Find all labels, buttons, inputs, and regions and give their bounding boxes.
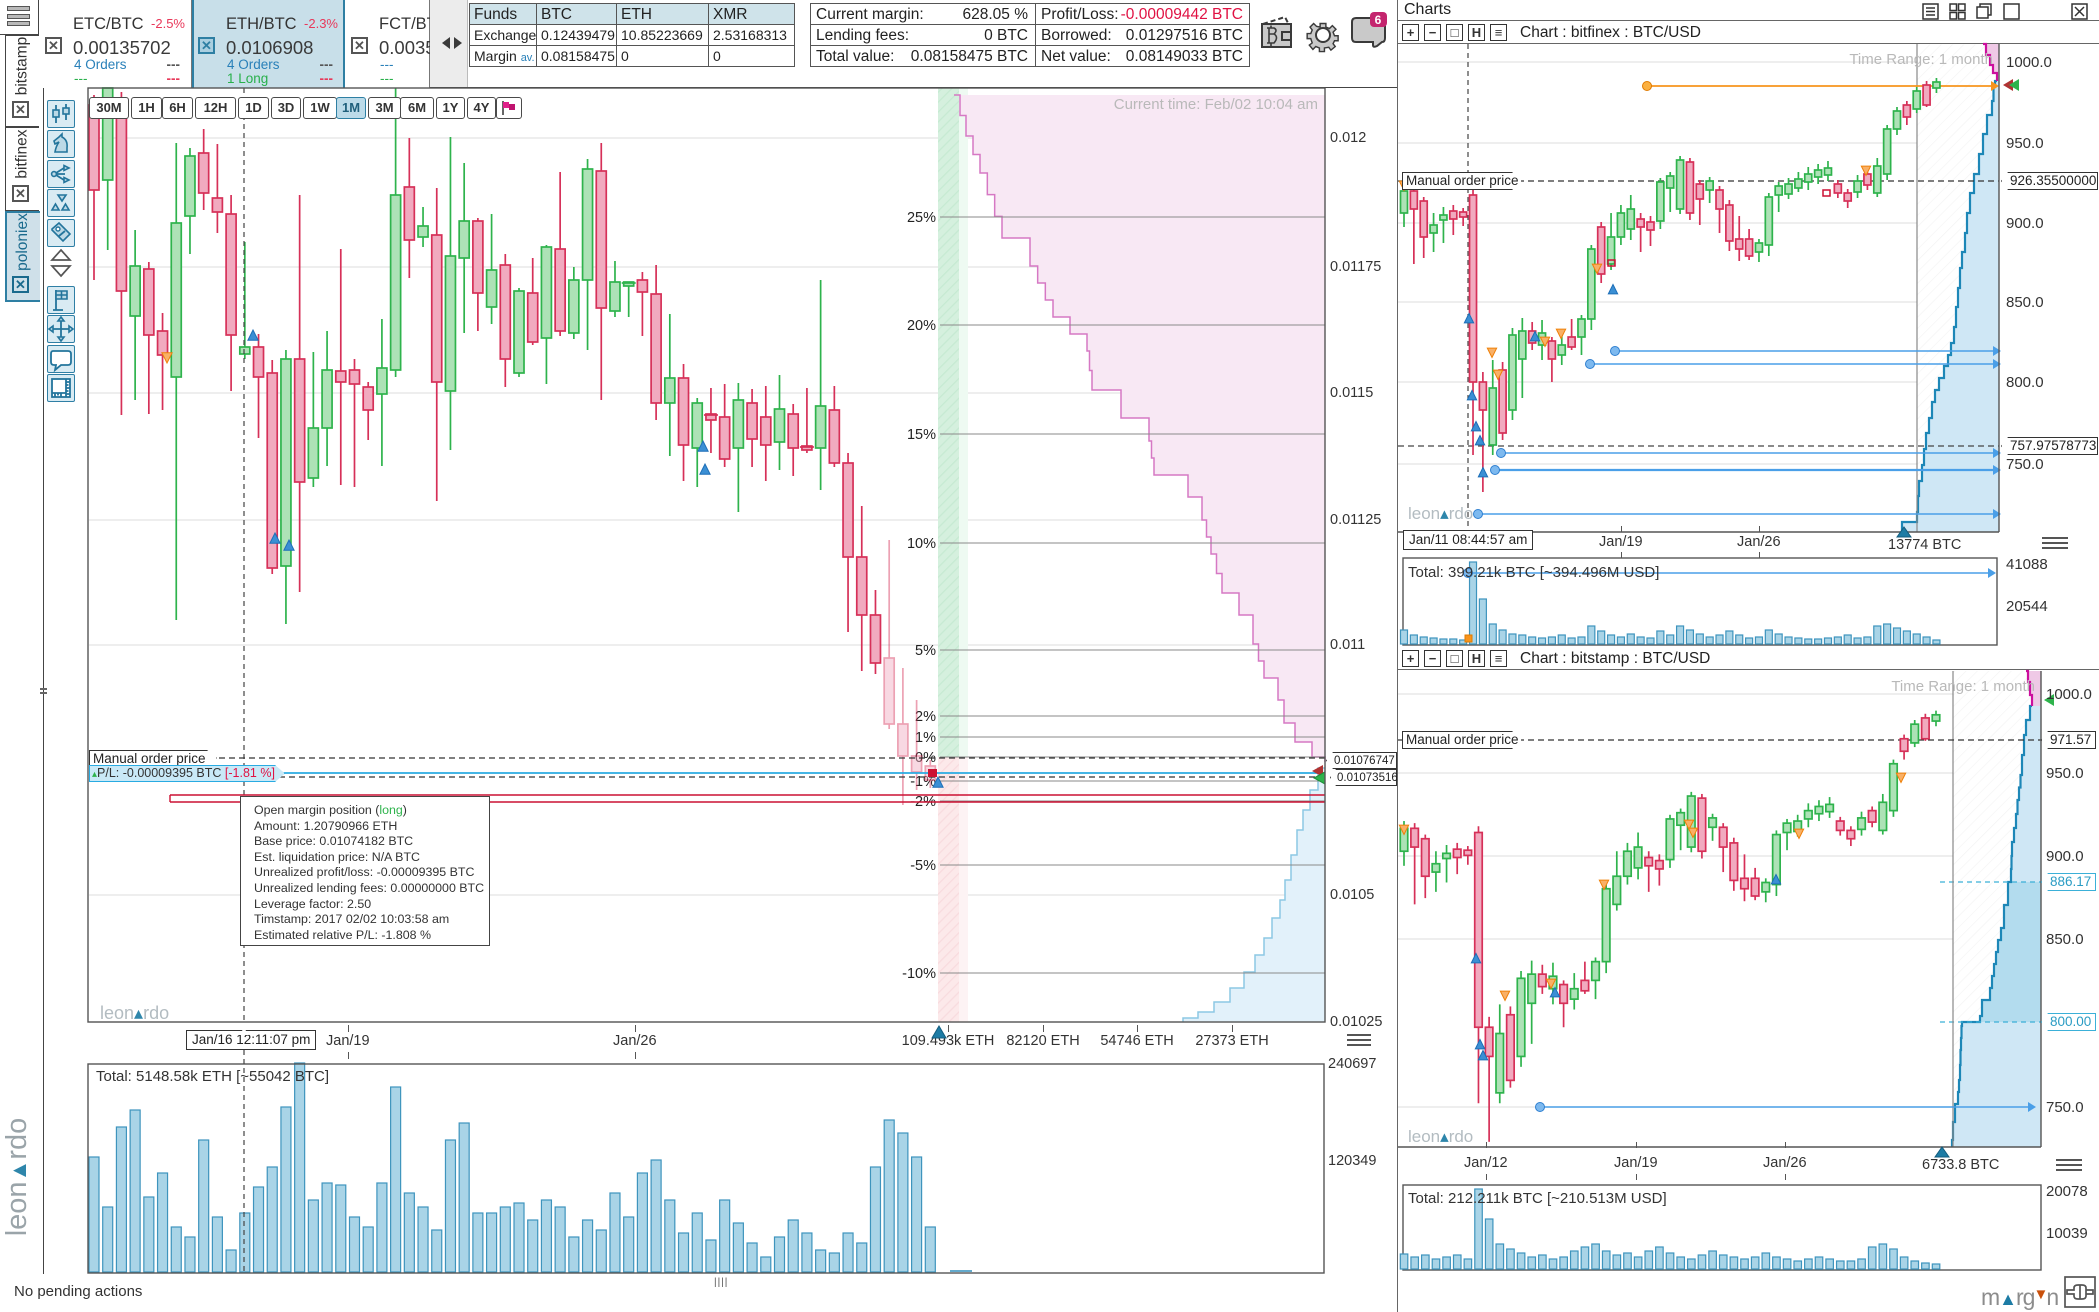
svg-text:2%: 2% bbox=[915, 709, 936, 725]
svg-text:Time Range: 1 month: Time Range: 1 month bbox=[1849, 51, 1993, 68]
svg-text:1%: 1% bbox=[915, 730, 936, 746]
svg-text:-5%: -5% bbox=[910, 858, 936, 874]
svg-text:10%: 10% bbox=[907, 536, 936, 552]
svg-text:leon▴rdo: leon▴rdo bbox=[100, 1003, 169, 1023]
svg-text:5%: 5% bbox=[915, 643, 936, 659]
svg-text:25%: 25% bbox=[907, 210, 936, 226]
svg-text:Current time: Feb/02 10:04 am: Current time: Feb/02 10:04 am bbox=[1114, 96, 1318, 113]
svg-text:6: 6 bbox=[1375, 13, 1382, 27]
svg-text:Time Range: 1 month: Time Range: 1 month bbox=[1891, 678, 2035, 695]
svg-text:20%: 20% bbox=[907, 318, 936, 334]
svg-text:-10%: -10% bbox=[902, 966, 936, 982]
svg-text:-1%: -1% bbox=[910, 774, 936, 790]
svg-text:leon▴rdo: leon▴rdo bbox=[1408, 504, 1473, 523]
svg-text:leon▴rdo: leon▴rdo bbox=[1408, 1127, 1473, 1146]
svg-text:0%: 0% bbox=[915, 750, 936, 766]
svg-text:15%: 15% bbox=[907, 427, 936, 443]
